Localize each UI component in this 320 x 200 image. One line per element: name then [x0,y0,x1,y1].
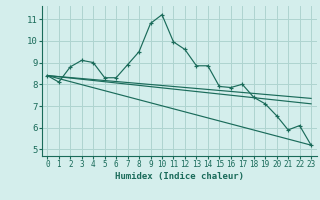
X-axis label: Humidex (Indice chaleur): Humidex (Indice chaleur) [115,172,244,181]
